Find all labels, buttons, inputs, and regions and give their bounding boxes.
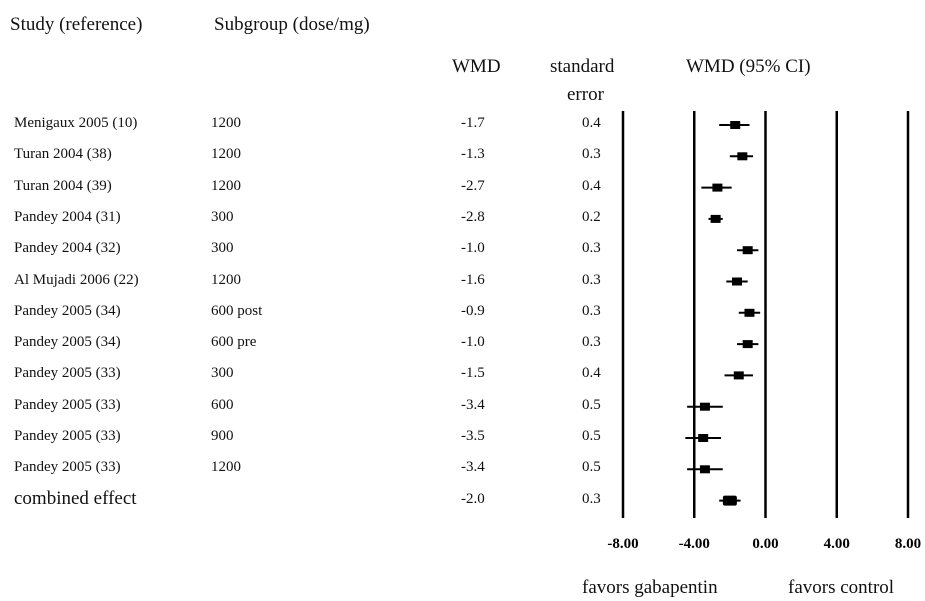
row-wmd-value: -2.0 xyxy=(461,490,485,507)
row-wmd-value: -3.4 xyxy=(461,459,485,476)
x-tick-label: 8.00 xyxy=(895,536,921,552)
point-estimate xyxy=(733,371,744,380)
point-estimate xyxy=(737,152,748,161)
row-study-label: Menigaux 2005 (10) xyxy=(14,115,138,131)
row-subgroup-label: 300 xyxy=(211,240,234,257)
row-study-label: Turan 2004 (39) xyxy=(14,177,112,194)
x-tick-label: -4.00 xyxy=(679,536,710,552)
header-subgroup: Subgroup (dose/mg) xyxy=(214,14,370,35)
header-study: Study (reference) xyxy=(10,14,143,35)
row-subgroup-label: 600 xyxy=(211,396,234,413)
header-wmd-ci: WMD (95% CI) xyxy=(686,56,811,77)
row-study-label: Turan 2004 (38) xyxy=(14,146,112,163)
point-estimate xyxy=(710,214,721,223)
row-study-label: Pandey 2005 (34) xyxy=(14,302,121,319)
row-study-label: Al Mujadi 2006 (22) xyxy=(14,271,139,288)
row-se-value: 0.5 xyxy=(582,459,601,476)
row-subgroup-label: 1200 xyxy=(211,115,241,131)
row-wmd-value: -0.9 xyxy=(461,302,485,319)
row-study-label: Pandey 2004 (32) xyxy=(14,240,121,257)
row-se-value: 0.3 xyxy=(582,271,601,288)
row-subgroup-label: 1200 xyxy=(211,271,241,288)
row-wmd-value: -2.7 xyxy=(461,177,485,194)
footer-favors-gabapentin: favors gabapentin xyxy=(582,577,718,598)
point-estimate xyxy=(742,340,753,349)
point-estimate xyxy=(742,246,753,255)
row-wmd-value: -1.5 xyxy=(461,365,485,382)
x-tick-label: 0.00 xyxy=(752,536,778,552)
point-estimate xyxy=(744,308,755,317)
row-se-value: 0.3 xyxy=(582,240,601,257)
point-estimate xyxy=(732,277,742,286)
row-study-label: Pandey 2005 (33) xyxy=(14,365,121,382)
row-wmd-value: -2.8 xyxy=(461,208,485,225)
row-se-value: 0.4 xyxy=(582,177,601,194)
row-wmd-value: -1.0 xyxy=(461,240,485,257)
header-wmd: WMD xyxy=(452,56,501,77)
x-tick-label: 4.00 xyxy=(824,536,850,552)
row-study-label: Pandey 2005 (33) xyxy=(14,428,121,444)
row-se-value: 0.3 xyxy=(582,302,601,319)
row-wmd-value: -1.7 xyxy=(461,115,485,131)
row-se-value: 0.2 xyxy=(582,208,601,225)
row-study-label: Pandey 2005 (33) xyxy=(14,459,121,476)
row-se-value: 0.3 xyxy=(582,334,601,351)
row-subgroup-label: 900 xyxy=(211,428,234,444)
point-estimate xyxy=(699,402,710,411)
row-subgroup-label: 1200 xyxy=(211,177,241,194)
row-wmd-value: -3.4 xyxy=(461,396,485,413)
row-se-value: 0.3 xyxy=(582,146,601,163)
row-subgroup-label: 1200 xyxy=(211,146,241,163)
row-study-label: Pandey 2005 (33) xyxy=(14,396,121,413)
row-subgroup-label: 300 xyxy=(211,365,234,382)
header-standard-error-line2: error xyxy=(567,84,604,105)
row-wmd-value: -1.6 xyxy=(461,271,485,288)
row-study-label: Pandey 2005 (34) xyxy=(14,334,121,351)
row-subgroup-label: 1200 xyxy=(211,459,241,476)
row-wmd-value: -1.0 xyxy=(461,334,485,351)
row-se-value: 0.5 xyxy=(582,428,601,444)
header-standard-error-line1: standard xyxy=(550,56,615,77)
row-subgroup-label: 600 post xyxy=(211,302,263,319)
point-estimate xyxy=(730,121,741,129)
row-wmd-value: -3.5 xyxy=(461,428,485,444)
point-estimate xyxy=(712,183,723,192)
point-estimate xyxy=(699,465,710,474)
row-se-value: 0.3 xyxy=(582,490,601,507)
footer-favors-control: favors control xyxy=(788,577,895,598)
combined-effect-marker xyxy=(722,495,737,506)
row-se-value: 0.4 xyxy=(582,365,601,382)
row-study-label: Pandey 2004 (31) xyxy=(14,208,121,225)
point-estimate xyxy=(698,434,709,442)
row-se-value: 0.5 xyxy=(582,396,601,413)
row-wmd-value: -1.3 xyxy=(461,146,485,163)
row-study-label: combined effect xyxy=(14,487,137,509)
row-subgroup-label: 300 xyxy=(211,208,234,225)
row-subgroup-label: 600 pre xyxy=(211,334,257,351)
row-se-value: 0.4 xyxy=(582,115,601,131)
x-tick-label: -8.00 xyxy=(607,536,638,552)
